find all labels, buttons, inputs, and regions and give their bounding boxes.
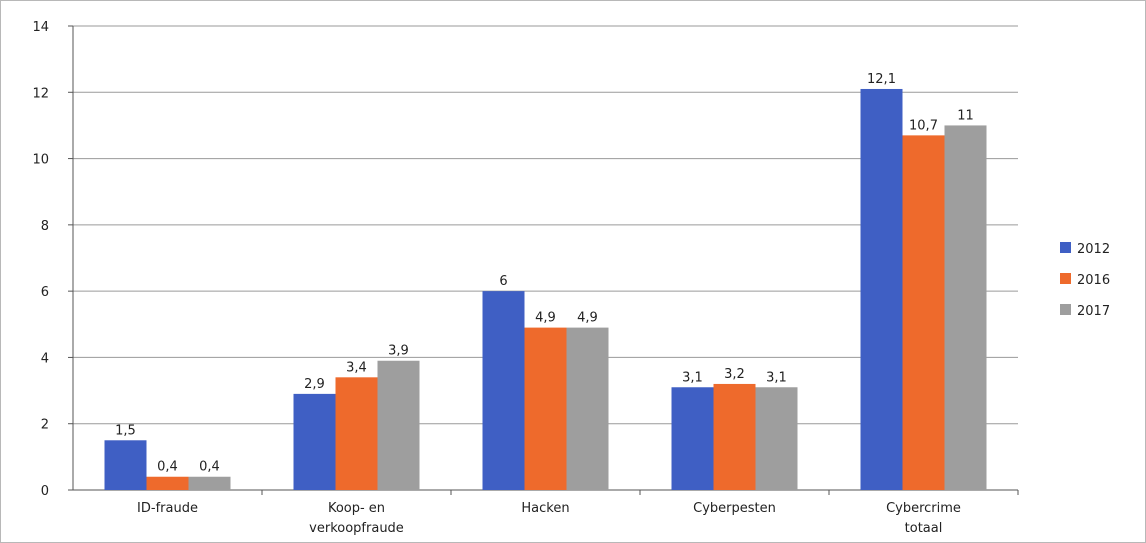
y-tick-label: 4 bbox=[41, 351, 49, 366]
data-label: 6 bbox=[499, 274, 507, 289]
bar bbox=[146, 476, 189, 490]
y-tick-label: 12 bbox=[32, 86, 49, 101]
data-label: 4,9 bbox=[535, 311, 556, 326]
y-tick-label: 14 bbox=[32, 20, 49, 35]
data-label: 10,7 bbox=[909, 118, 938, 133]
data-label: 12,1 bbox=[867, 72, 896, 87]
category-label: totaal bbox=[905, 521, 943, 536]
data-label: 0,4 bbox=[199, 460, 220, 475]
y-tick-label: 0 bbox=[41, 484, 49, 499]
bar bbox=[902, 135, 945, 490]
legend-swatch bbox=[1060, 304, 1071, 315]
category-label: Cybercrime bbox=[886, 501, 961, 516]
data-label: 0,4 bbox=[157, 460, 178, 475]
category-label: Hacken bbox=[521, 501, 569, 516]
bar bbox=[293, 393, 336, 490]
data-label: 11 bbox=[957, 108, 974, 123]
legend-label: 2017 bbox=[1077, 304, 1110, 319]
y-tick-label: 6 bbox=[41, 285, 49, 300]
bar bbox=[755, 387, 798, 490]
bar bbox=[335, 377, 378, 490]
bar bbox=[188, 476, 231, 490]
bar bbox=[482, 291, 525, 490]
y-tick-label: 10 bbox=[32, 153, 49, 168]
legend-swatch bbox=[1060, 273, 1071, 284]
category-label: Cyberpesten bbox=[693, 501, 776, 516]
bar bbox=[566, 327, 609, 490]
data-label: 3,4 bbox=[346, 360, 367, 375]
data-label: 3,9 bbox=[388, 344, 409, 359]
bar bbox=[860, 88, 903, 490]
bar bbox=[671, 387, 714, 490]
legend-swatch bbox=[1060, 242, 1071, 253]
data-label: 4,9 bbox=[577, 311, 598, 326]
data-label: 3,1 bbox=[766, 370, 787, 385]
bar bbox=[377, 360, 420, 490]
data-label: 2,9 bbox=[304, 377, 325, 392]
bar bbox=[524, 327, 567, 490]
category-label: verkoopfraude bbox=[309, 521, 404, 536]
data-label: 3,2 bbox=[724, 367, 745, 382]
legend-label: 2016 bbox=[1077, 273, 1110, 288]
bar bbox=[104, 440, 147, 490]
y-tick-label: 2 bbox=[41, 418, 49, 433]
category-label: Koop- en bbox=[328, 501, 385, 516]
legend-label: 2012 bbox=[1077, 242, 1110, 257]
bar bbox=[713, 383, 756, 490]
category-label: ID-fraude bbox=[137, 501, 198, 516]
y-tick-label: 8 bbox=[41, 219, 49, 234]
data-label: 3,1 bbox=[682, 370, 703, 385]
data-label: 1,5 bbox=[115, 423, 136, 438]
bar bbox=[944, 125, 987, 490]
